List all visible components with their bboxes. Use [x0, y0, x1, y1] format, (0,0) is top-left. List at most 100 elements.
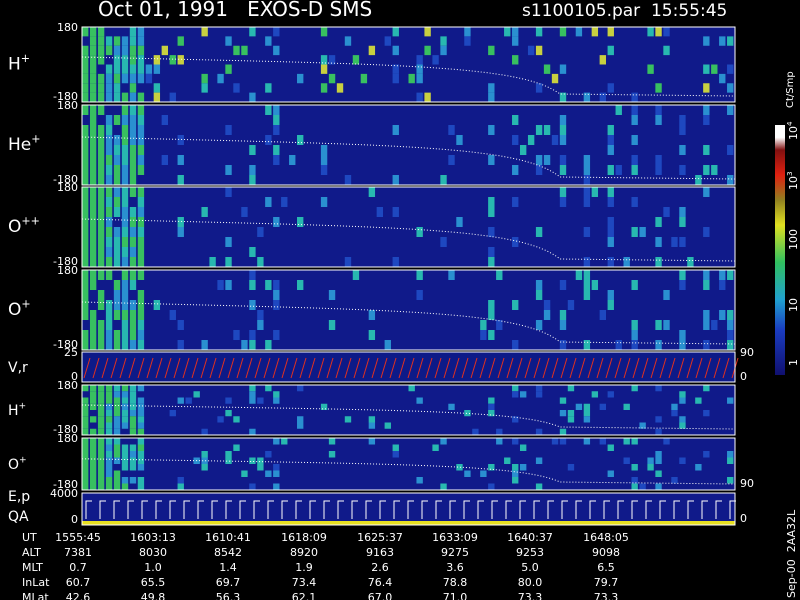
spectrogram-cell: [599, 55, 606, 65]
spectrogram-cell: [89, 247, 97, 257]
spectrogram-cell: [97, 145, 105, 155]
spectrogram-cell: [225, 237, 232, 247]
spectrogram-cell: [663, 438, 670, 445]
panel-label-line2: QA: [8, 509, 29, 525]
spectrogram-cell: [297, 422, 304, 429]
cell: 1555:45: [55, 531, 101, 544]
spectrogram-cell: [105, 422, 113, 429]
spectrogram-cell: [129, 36, 137, 46]
spectrogram-cell: [113, 310, 121, 320]
spectrogram-cell: [416, 290, 423, 300]
spectrogram-cell: [679, 207, 686, 217]
spectrogram-cell: [615, 340, 622, 350]
spectrogram-cell: [137, 227, 145, 237]
spectrogram-cell: [105, 36, 113, 46]
cell: 9163: [366, 546, 394, 559]
cell: 76.4: [368, 576, 393, 589]
cell: 65.5: [141, 576, 166, 589]
spectrogram-cell: [368, 422, 376, 429]
spectrogram-cell: [89, 207, 97, 217]
spectrogram-cell: [137, 483, 145, 490]
cell: 1610:41: [205, 531, 251, 544]
panel-label-base: O: [8, 217, 21, 237]
spectrogram-cell: [512, 165, 519, 175]
spectrogram-cell: [89, 444, 97, 451]
cell: 1633:09: [432, 531, 478, 544]
spectrogram-cell: [97, 36, 105, 46]
spectrogram-cell: [320, 27, 328, 37]
spectrogram-cell: [241, 470, 248, 477]
cell: 9253: [516, 546, 544, 559]
spectrogram-cell: [241, 45, 248, 56]
spectrogram-cell: [89, 64, 97, 74]
spectrogram-cell: [320, 155, 328, 165]
spectrogram-cell: [512, 477, 519, 484]
spectrogram-cell: [105, 257, 113, 267]
panel-label-base: O: [8, 300, 21, 320]
spectrogram-cell: [679, 391, 686, 398]
spectrogram-cell: [89, 280, 97, 290]
y-tick-label: -180: [53, 423, 78, 436]
spectrogram-cell: [639, 227, 646, 237]
spectrogram-cell: [82, 270, 89, 280]
spectrogram-cell: [105, 310, 113, 320]
spectrogram-cell: [488, 197, 495, 207]
spectrogram-cell: [416, 92, 423, 102]
cell: 62.1: [292, 591, 317, 600]
spectrogram-cell: [249, 165, 256, 175]
spectrogram-cell: [488, 300, 495, 310]
spectrogram-cell: [137, 300, 145, 310]
spectrogram-cell: [177, 36, 184, 46]
spectrogram-cell: [129, 457, 137, 464]
spectrogram-cell: [519, 391, 527, 398]
spectrogram-cell: [623, 457, 630, 464]
spectrogram-cell: [535, 457, 543, 464]
spectrogram-cell: [121, 105, 129, 115]
spectrogram-cell: [121, 270, 129, 280]
spectrogram-cell: [320, 403, 328, 410]
spectrogram-cell: [113, 83, 121, 93]
spectrogram-cell: [82, 145, 89, 155]
spectrogram-cell: [273, 290, 280, 300]
spectrogram-cell: [615, 165, 622, 175]
cell: 7381: [64, 546, 92, 559]
spectrogram-cell: [177, 227, 184, 237]
spectrogram-cell: [488, 330, 495, 340]
spectrogram-cell: [679, 340, 686, 350]
colorbar-label-base: 10: [787, 176, 800, 190]
spectrogram-cell: [273, 115, 280, 125]
spectrogram-cell: [89, 165, 97, 175]
spectrogram-cell: [607, 217, 614, 227]
spectrogram-cell: [535, 155, 543, 165]
spectrogram-cell: [679, 125, 686, 135]
qa-bar: [82, 521, 735, 525]
spectrogram-cell: [607, 290, 614, 300]
spectrogram-cell: [257, 320, 264, 330]
spectrogram-cell: [105, 135, 113, 145]
spectrogram-cell: [89, 83, 97, 93]
spectrogram-cell: [543, 64, 551, 74]
panel: [81, 351, 739, 383]
spectrogram-cell: [328, 438, 336, 445]
colorbar-label-base: 10: [787, 126, 800, 140]
spectrogram-cell: [177, 135, 184, 145]
spectrogram-cell: [551, 73, 559, 84]
spectrogram-cell: [129, 330, 137, 340]
spectrogram-cell: [121, 227, 129, 237]
spectrogram-cell: [177, 175, 184, 185]
spectrogram-cell: [432, 444, 439, 451]
spectrogram-cell: [607, 300, 614, 310]
spectrogram-cell: [82, 416, 89, 423]
spectrogram-cell: [121, 175, 129, 185]
spectrogram-cell: [512, 464, 519, 471]
cell: 73.3: [594, 591, 619, 600]
spectrogram-cell: [113, 135, 121, 145]
panel-frame: [81, 437, 736, 491]
colorbar: [775, 125, 785, 375]
spectrogram-cell: [631, 92, 638, 102]
y-tick-label: -180: [53, 173, 78, 186]
spectrogram-cell: [89, 105, 97, 115]
spectrogram-cell: [328, 320, 336, 330]
spectrogram-cell: [631, 477, 638, 484]
panel-label: He+: [8, 132, 41, 155]
